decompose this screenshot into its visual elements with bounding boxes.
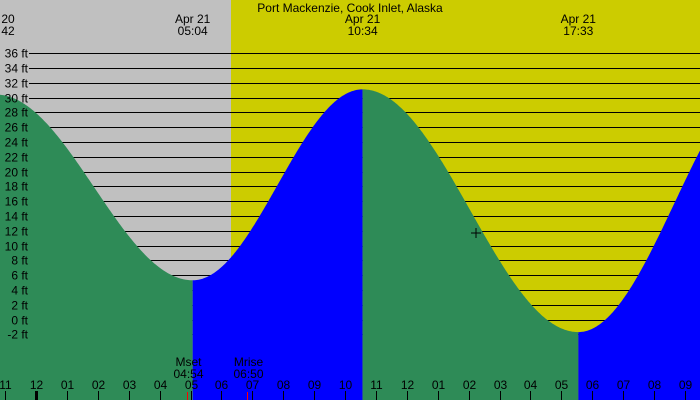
y-tick-label: 30 ft bbox=[5, 92, 29, 106]
y-tick-label: 2 ft bbox=[11, 299, 28, 313]
x-tick-label: 07 bbox=[246, 378, 260, 392]
x-tick-label: 09 bbox=[308, 378, 322, 392]
x-tick-label: 01 bbox=[61, 378, 75, 392]
y-tick-label: 26 ft bbox=[5, 121, 29, 135]
x-tick-label: 04 bbox=[524, 378, 538, 392]
x-tick-label: 11 bbox=[370, 378, 383, 392]
x-tick-label: 01 bbox=[432, 378, 446, 392]
x-tick-label: 02 bbox=[92, 378, 106, 392]
x-tick-label: 05 bbox=[185, 378, 199, 392]
moon-event-time: 06:50 bbox=[233, 367, 263, 381]
x-tick-label: 03 bbox=[123, 378, 137, 392]
extreme-date-label: Apr 21 bbox=[175, 12, 211, 26]
extreme-time-label: 05:04 bbox=[178, 24, 208, 38]
crosshair-cursor-icon bbox=[471, 228, 481, 238]
y-tick-label: 14 ft bbox=[5, 210, 29, 224]
x-tick-label: 06 bbox=[215, 378, 229, 392]
y-tick-label: -2 ft bbox=[7, 328, 28, 342]
y-tick-label: 16 ft bbox=[5, 195, 29, 209]
extreme-time-label: 42 bbox=[1, 24, 15, 38]
y-tick-label: 8 ft bbox=[11, 254, 28, 268]
y-tick-label: 4 ft bbox=[11, 284, 28, 298]
y-tick-label: 22 ft bbox=[5, 151, 29, 165]
x-tick-label: 12 bbox=[401, 378, 415, 392]
x-tick-label: 02 bbox=[463, 378, 477, 392]
moon-event-label: Mset bbox=[175, 355, 202, 369]
y-tick-label: 6 ft bbox=[11, 269, 28, 283]
x-tick-label: 11 bbox=[0, 378, 12, 392]
y-tick-label: 32 ft bbox=[5, 77, 29, 91]
x-tick-label: 06 bbox=[586, 378, 600, 392]
extreme-time-label: 17:33 bbox=[563, 24, 593, 38]
x-tick-label: 08 bbox=[277, 378, 291, 392]
falling-tide-area bbox=[362, 89, 579, 400]
x-tick-label: 07 bbox=[617, 378, 631, 392]
y-tick-label: 10 ft bbox=[5, 240, 29, 254]
extreme-date-label: Apr 21 bbox=[345, 12, 381, 26]
extreme-date-label: 20 bbox=[1, 12, 15, 26]
x-axis: 11 12 01 02 03 04 05 06 07 08 09 10 11 12 01 02 03 04 05 06… bbox=[0, 378, 692, 400]
y-tick-label: 34 ft bbox=[5, 62, 29, 76]
extreme-time-label: 10:34 bbox=[348, 24, 378, 38]
x-tick-label: 10 bbox=[339, 378, 353, 392]
x-tick-label: 05 bbox=[555, 378, 569, 392]
y-tick-label: 20 ft bbox=[5, 166, 29, 180]
moon-event-label: Mrise bbox=[234, 355, 264, 369]
moon-event-time: 04:54 bbox=[173, 367, 203, 381]
y-tick-label: 18 ft bbox=[5, 180, 29, 194]
y-tick-label: 0 ft bbox=[11, 314, 28, 328]
x-tick-label: 03 bbox=[494, 378, 508, 392]
y-tick-label: 28 ft bbox=[5, 106, 29, 120]
x-tick-label: 08 bbox=[648, 378, 662, 392]
y-tick-label: 24 ft bbox=[5, 136, 29, 150]
rising-tide-area bbox=[192, 89, 363, 400]
chart-title: Port Mackenzie, Cook Inlet, Alaska bbox=[257, 1, 443, 15]
falling-tide-area bbox=[0, 94, 193, 400]
x-tick-label: 09 bbox=[679, 378, 693, 392]
rising-tide-area bbox=[578, 150, 700, 400]
y-tick-label: 36 ft bbox=[5, 47, 29, 61]
tide-area bbox=[0, 89, 700, 400]
x-tick-label: 04 bbox=[154, 378, 168, 392]
x-tick-label: 12 bbox=[30, 378, 44, 392]
extreme-date-label: Apr 21 bbox=[561, 12, 597, 26]
y-tick-label: 12 ft bbox=[5, 225, 29, 239]
